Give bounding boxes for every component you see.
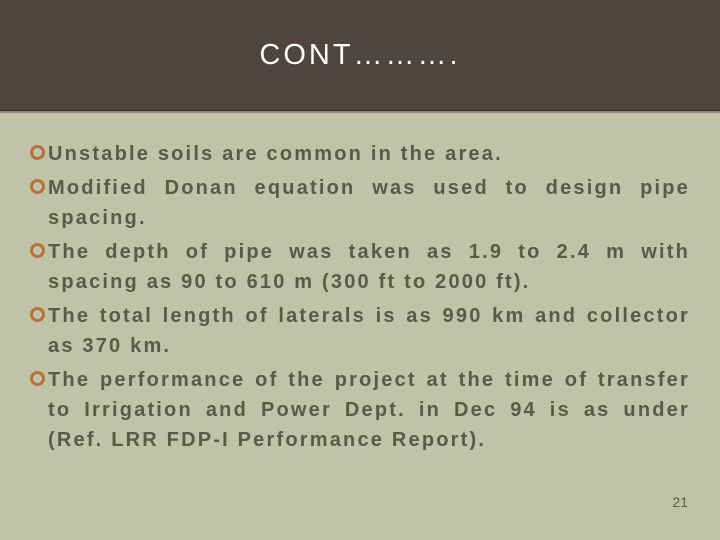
bullet-ring-icon [30, 371, 45, 386]
bullet-text: Unstable soils are common in the area. [48, 139, 690, 169]
bullet-item: Modified Donan equation was used to desi… [30, 173, 690, 233]
slide-header: CONT………. [0, 0, 720, 111]
bullet-ring-icon [30, 307, 45, 322]
slide-title: CONT………. [259, 39, 460, 72]
slide-body: Unstable soils are common in the area. M… [0, 113, 720, 455]
bullet-text: The depth of pipe was taken as 1.9 to 2.… [48, 237, 690, 297]
bullet-ring-icon [30, 179, 45, 194]
bullet-ring-icon [30, 243, 45, 258]
page-number: 21 [672, 494, 688, 510]
bullet-text: Modified Donan equation was used to desi… [48, 173, 690, 233]
bullet-text: The total length of laterals is as 990 k… [48, 301, 690, 361]
bullet-text: The performance of the project at the ti… [48, 365, 690, 455]
bullet-item: The performance of the project at the ti… [30, 365, 690, 455]
bullet-item: Unstable soils are common in the area. [30, 139, 690, 169]
bullet-item: The depth of pipe was taken as 1.9 to 2.… [30, 237, 690, 297]
bullet-ring-icon [30, 145, 45, 160]
bullet-item: The total length of laterals is as 990 k… [30, 301, 690, 361]
